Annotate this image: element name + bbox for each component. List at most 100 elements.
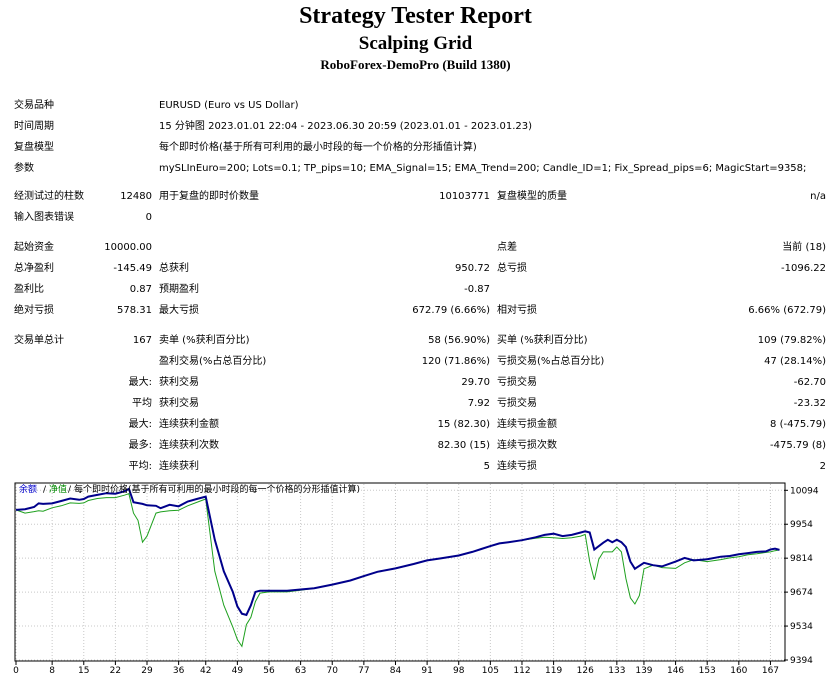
ticks-label: 用于复盘的即时价数量 <box>159 191 259 202</box>
profit-trades-value: 120 (71.86%) <box>421 356 490 367</box>
average-profit-value: 7.92 <box>467 398 490 409</box>
x-tick-label: 0 <box>13 666 19 676</box>
x-tick-label: 167 <box>762 666 779 676</box>
profit-factor-value: 0.87 <box>129 284 152 295</box>
average-profit-label: 获利交易 <box>159 398 199 409</box>
y-tick-label: 9814 <box>790 554 813 564</box>
total-trades-value: 167 <box>132 335 152 346</box>
total-trades-label: 交易单总计 <box>14 335 64 346</box>
avg-consec-wins-value: 5 <box>483 461 490 472</box>
largest-profit-label: 获利交易 <box>159 377 199 388</box>
x-tick-label: 119 <box>545 666 562 676</box>
short-trades-label: 卖单 (%获利百分比) <box>159 335 250 346</box>
x-tick-label: 36 <box>173 666 185 676</box>
avg-consec-wins-label: 连续获利 <box>159 461 199 472</box>
params-value: mySLInEuro=200; Lots=0.1; TP_pips=10; EM… <box>159 163 807 174</box>
abs-drawdown-label: 绝对亏损 <box>14 305 54 316</box>
average2-prefix: 平均: <box>128 461 152 472</box>
largest-profit-value: 29.70 <box>461 377 490 388</box>
x-tick-label: 84 <box>390 666 402 676</box>
chart-plot-area <box>14 482 786 662</box>
rel-drawdown-value: 6.66% (672.79) <box>748 305 826 316</box>
model-label: 复盘模型 <box>14 142 54 153</box>
gross-loss-label: 总亏损 <box>497 263 527 274</box>
y-tick-label: 9954 <box>790 520 813 530</box>
max-consec-wins-label: 连续获利金额 <box>159 419 219 430</box>
period-label: 时间周期 <box>14 121 54 132</box>
params-label: 参数 <box>14 163 34 174</box>
x-tick-label: 146 <box>667 666 684 676</box>
symbol-value: EURUSD (Euro vs US Dollar) <box>159 100 299 111</box>
legend-equity: 净值 <box>49 483 67 495</box>
legend-sep-1: / <box>43 485 47 495</box>
server-build: RoboForex-DemoPro (Build 1380) <box>320 57 511 72</box>
avg-consec-losses-value: 2 <box>819 461 826 472</box>
max-consec-wins-value: 15 (82.30) <box>437 419 490 430</box>
long-trades-value: 109 (79.82%) <box>757 335 826 346</box>
x-tick-label: 105 <box>482 666 499 676</box>
x-tick-label: 139 <box>635 666 652 676</box>
x-tick-label: 49 <box>232 666 244 676</box>
x-tick-label: 98 <box>453 666 465 676</box>
bars-label: 经测试过的柱数 <box>14 191 84 202</box>
largest-prefix: 最大: <box>128 377 152 388</box>
expected-payoff-label: 预期盈利 <box>159 284 199 295</box>
x-tick-label: 160 <box>730 666 747 676</box>
deposit-value: 10000.00 <box>104 242 152 253</box>
expert-name: Scalping Grid <box>358 33 473 54</box>
ticks-value: 10103771 <box>439 191 490 202</box>
x-tick-label: 126 <box>577 666 594 676</box>
max-drawdown-label: 最大亏损 <box>159 305 199 316</box>
quality-label: 复盘模型的质量 <box>497 191 567 202</box>
avg-consec-losses-label: 连续亏损 <box>497 461 537 472</box>
rel-drawdown-label: 相对亏损 <box>497 305 537 316</box>
max-consec-profit-label: 连续获利次数 <box>159 440 219 451</box>
x-tick-label: 29 <box>141 666 153 676</box>
loss-trades-value: 47 (28.14%) <box>764 356 826 367</box>
spread-label: 点差 <box>497 242 517 253</box>
y-tick-label: 10094 <box>790 486 819 496</box>
gross-profit-label: 总获利 <box>159 263 189 274</box>
maximum-prefix: 最大: <box>128 419 152 430</box>
profit-trades-label: 盈利交易(%占总百分比) <box>159 356 267 367</box>
report-title: Strategy Tester Report <box>299 3 532 29</box>
largest-loss-value: -62.70 <box>793 377 826 388</box>
max-consec-profit-value: 82.30 (15) <box>437 440 490 451</box>
x-tick-label: 22 <box>110 666 121 676</box>
symbol-label: 交易品种 <box>14 100 54 111</box>
x-tick-label: 63 <box>295 666 306 676</box>
max-consec-losses-label: 连续亏损金额 <box>497 419 557 430</box>
expected-payoff-value: -0.87 <box>464 284 490 295</box>
abs-drawdown-value: 578.31 <box>117 305 152 316</box>
period-value: 15 分钟图 2023.01.01 22:04 - 2023.06.30 20:… <box>159 121 533 132</box>
x-tick-label: 70 <box>327 666 339 676</box>
deposit-label: 起始资金 <box>14 242 54 253</box>
x-tick-label: 112 <box>513 666 530 676</box>
legend-description: 每个即时价格(基于所有可利用的最小时段的每一个价格的分形插值计算) <box>74 483 360 495</box>
balance-line <box>15 487 780 617</box>
errors-value: 0 <box>145 212 152 223</box>
model-value: 每个即时价格(基于所有可利用的最小时段的每一个价格的分形插值计算) <box>159 142 477 153</box>
bars-value: 12480 <box>120 191 152 202</box>
x-tick-label: 133 <box>608 666 625 676</box>
y-tick-label: 9534 <box>790 622 813 632</box>
short-trades-value: 58 (56.90%) <box>428 335 490 346</box>
max-consec-loss-label: 连续亏损次数 <box>497 440 557 451</box>
legend-sep-2: / <box>68 485 72 495</box>
y-tick-label: 9394 <box>790 656 813 666</box>
spread-value: 当前 (18) <box>782 242 826 253</box>
net-profit-label: 总净盈利 <box>14 263 54 274</box>
average-loss-value: -23.32 <box>793 398 826 409</box>
y-tick-label: 9674 <box>790 588 813 598</box>
average-prefix: 平均 <box>132 398 152 409</box>
largest-loss-label: 亏损交易 <box>497 377 537 388</box>
max-consec-loss-value: -475.79 (8) <box>770 440 826 451</box>
net-profit-value: -145.49 <box>113 263 152 274</box>
x-tick-label: 77 <box>358 666 369 676</box>
x-tick-label: 56 <box>263 666 275 676</box>
x-tick-label: 153 <box>699 666 716 676</box>
x-tick-label: 91 <box>421 666 432 676</box>
average-loss-label: 亏损交易 <box>497 398 537 409</box>
loss-trades-label: 亏损交易(%占总百分比) <box>497 356 605 367</box>
maximal-prefix: 最多: <box>128 440 152 451</box>
